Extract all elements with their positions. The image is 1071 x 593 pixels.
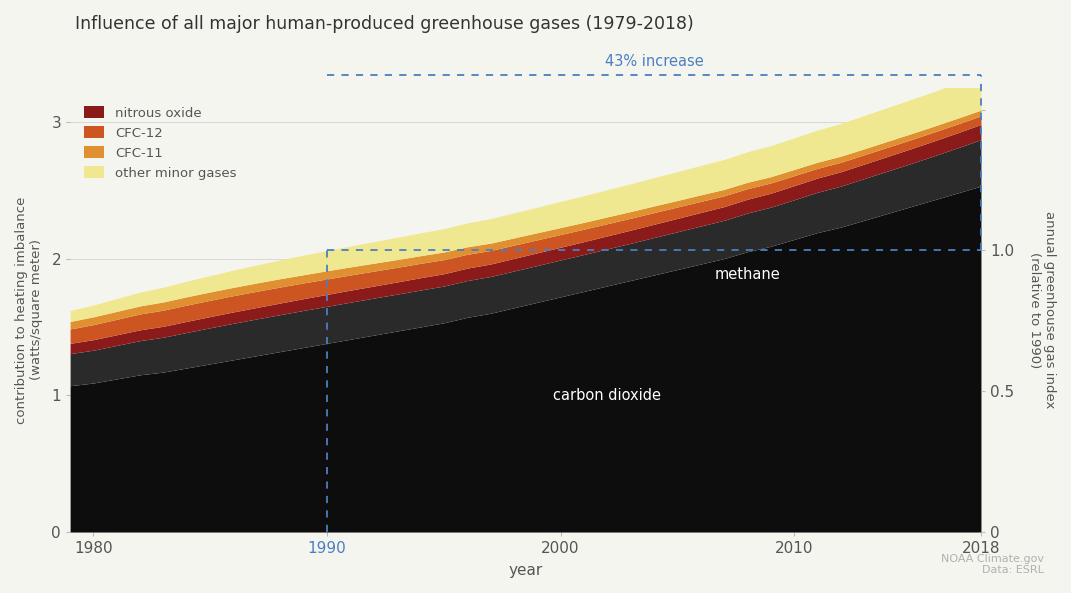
Y-axis label: contribution to heating imbalance
(watts/square meter): contribution to heating imbalance (watts… (15, 196, 43, 423)
Text: Influence of all major human-produced greenhouse gases (1979-2018): Influence of all major human-produced gr… (75, 15, 694, 33)
Text: 43% increase: 43% increase (605, 54, 704, 69)
Text: methane: methane (714, 267, 781, 282)
Text: carbon dioxide: carbon dioxide (554, 388, 661, 403)
X-axis label: year: year (509, 563, 543, 578)
Text: NOAA Climate.gov
Data: ESRL: NOAA Climate.gov Data: ESRL (941, 554, 1044, 575)
Y-axis label: annual greenhouse gas index
(relative to 1990): annual greenhouse gas index (relative to… (1028, 211, 1056, 409)
Legend: nitrous oxide, CFC-12, CFC-11, other minor gases: nitrous oxide, CFC-12, CFC-11, other min… (79, 101, 242, 185)
